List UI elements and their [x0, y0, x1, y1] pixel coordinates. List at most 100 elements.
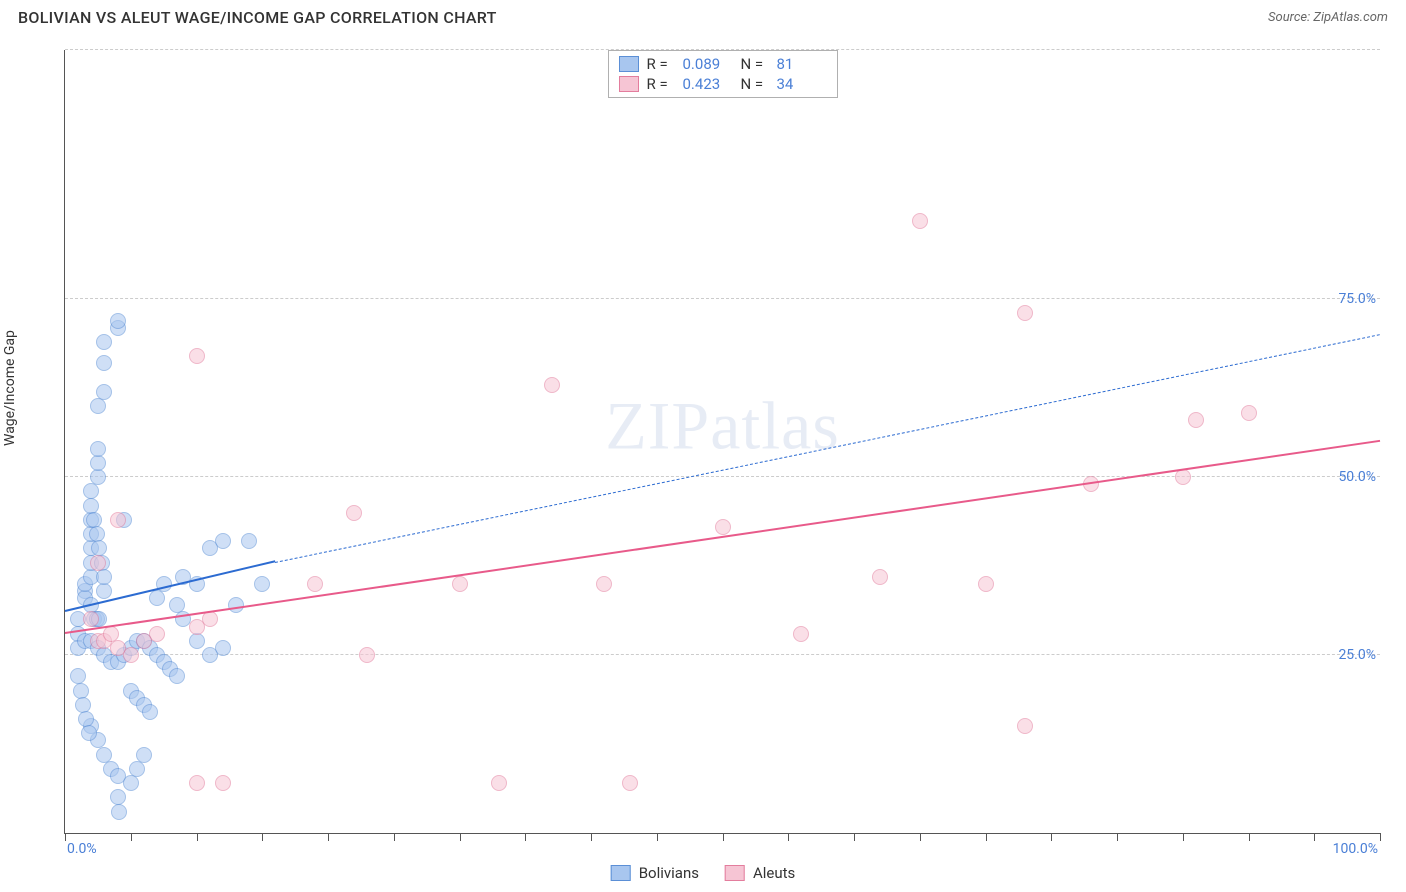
data-point [96, 569, 112, 585]
data-point [1175, 469, 1191, 485]
data-point [81, 725, 97, 741]
legend-item-aleuts: Aleuts [725, 864, 795, 882]
data-point [241, 533, 257, 549]
data-point [1241, 405, 1257, 421]
data-point [346, 505, 362, 521]
swatch-aleuts-icon [725, 865, 745, 881]
watermark-zip: ZIP [605, 387, 710, 463]
data-point [359, 647, 375, 663]
x-tick [131, 833, 132, 841]
x-tick [1314, 833, 1315, 841]
x-tick [1380, 833, 1381, 841]
legend-item-bolivians: Bolivians [611, 864, 699, 882]
data-point [96, 384, 112, 400]
stats-row-bolivians: R = 0.089 N = 81 [619, 54, 827, 74]
r-label: R = [647, 75, 675, 93]
x-tick [986, 833, 987, 841]
data-point [83, 611, 99, 627]
x-tick [788, 833, 789, 841]
data-point [189, 775, 205, 791]
x-tick [1183, 833, 1184, 841]
data-point [912, 213, 928, 229]
gridline [65, 654, 1380, 655]
data-point [1188, 412, 1204, 428]
data-point [129, 761, 145, 777]
x-tick [854, 833, 855, 841]
y-tick-label: 75.0% [1338, 291, 1376, 307]
swatch-bolivians-icon [611, 865, 631, 881]
data-point [978, 576, 994, 592]
data-point [110, 313, 126, 329]
data-point [142, 704, 158, 720]
data-point [452, 576, 468, 592]
data-point [544, 377, 560, 393]
data-point [215, 775, 231, 791]
data-point [149, 626, 165, 642]
x-tick [1117, 833, 1118, 841]
data-point [622, 775, 638, 791]
plot-area: ZIPatlas R = 0.089 N = 81 R = 0.423 N = … [64, 50, 1380, 834]
data-point [1017, 305, 1033, 321]
x-tick [525, 833, 526, 841]
data-point [189, 348, 205, 364]
trend-line [275, 334, 1380, 563]
data-point [90, 441, 106, 457]
legend-label: Aleuts [753, 864, 795, 882]
data-point [1017, 718, 1033, 734]
x-tick [657, 833, 658, 841]
gridline [65, 298, 1380, 299]
x-tick [723, 833, 724, 841]
data-point [215, 640, 231, 656]
x-tick [197, 833, 198, 841]
series-legend: Bolivians Aleuts [611, 864, 796, 882]
x-min-label: 0.0% [67, 841, 97, 857]
data-point [189, 633, 205, 649]
swatch-bolivians-icon [619, 56, 639, 72]
data-point [136, 747, 152, 763]
x-tick [920, 833, 921, 841]
data-point [96, 583, 112, 599]
data-point [90, 455, 106, 471]
chart-container: Wage/Income Gap ZIPatlas R = 0.089 N = 8… [18, 40, 1388, 852]
data-point [149, 590, 165, 606]
stats-row-aleuts: R = 0.423 N = 34 [619, 74, 827, 94]
data-point [111, 804, 127, 820]
r-value: 0.089 [683, 55, 733, 73]
r-value: 0.423 [683, 75, 733, 93]
data-point [491, 775, 507, 791]
x-tick [394, 833, 395, 841]
y-tick-label: 50.0% [1338, 469, 1376, 485]
n-label: N = [741, 55, 769, 73]
data-point [123, 647, 139, 663]
x-tick [1249, 833, 1250, 841]
stats-legend: R = 0.089 N = 81 R = 0.423 N = 34 [608, 50, 838, 98]
n-label: N = [741, 75, 769, 93]
x-tick [591, 833, 592, 841]
x-max-label: 100.0% [1333, 841, 1378, 857]
data-point [307, 576, 323, 592]
n-value: 81 [777, 55, 827, 73]
data-point [254, 576, 270, 592]
x-tick [1051, 833, 1052, 841]
data-point [872, 569, 888, 585]
data-point [90, 398, 106, 414]
data-point [90, 555, 106, 571]
data-point [110, 512, 126, 528]
x-tick [262, 833, 263, 841]
legend-label: Bolivians [639, 864, 699, 882]
data-point [169, 668, 185, 684]
watermark-atlas: atlas [710, 387, 840, 463]
x-tick [328, 833, 329, 841]
x-tick [65, 833, 66, 841]
gridline [65, 49, 1380, 50]
data-point [793, 626, 809, 642]
data-point [96, 334, 112, 350]
n-value: 34 [777, 75, 827, 93]
data-point [715, 519, 731, 535]
data-point [123, 775, 139, 791]
data-point [96, 355, 112, 371]
data-point [83, 483, 99, 499]
y-axis-label: Wage/Income Gap [2, 330, 18, 446]
chart-source: Source: ZipAtlas.com [1268, 10, 1388, 25]
y-tick-label: 25.0% [1338, 647, 1376, 663]
